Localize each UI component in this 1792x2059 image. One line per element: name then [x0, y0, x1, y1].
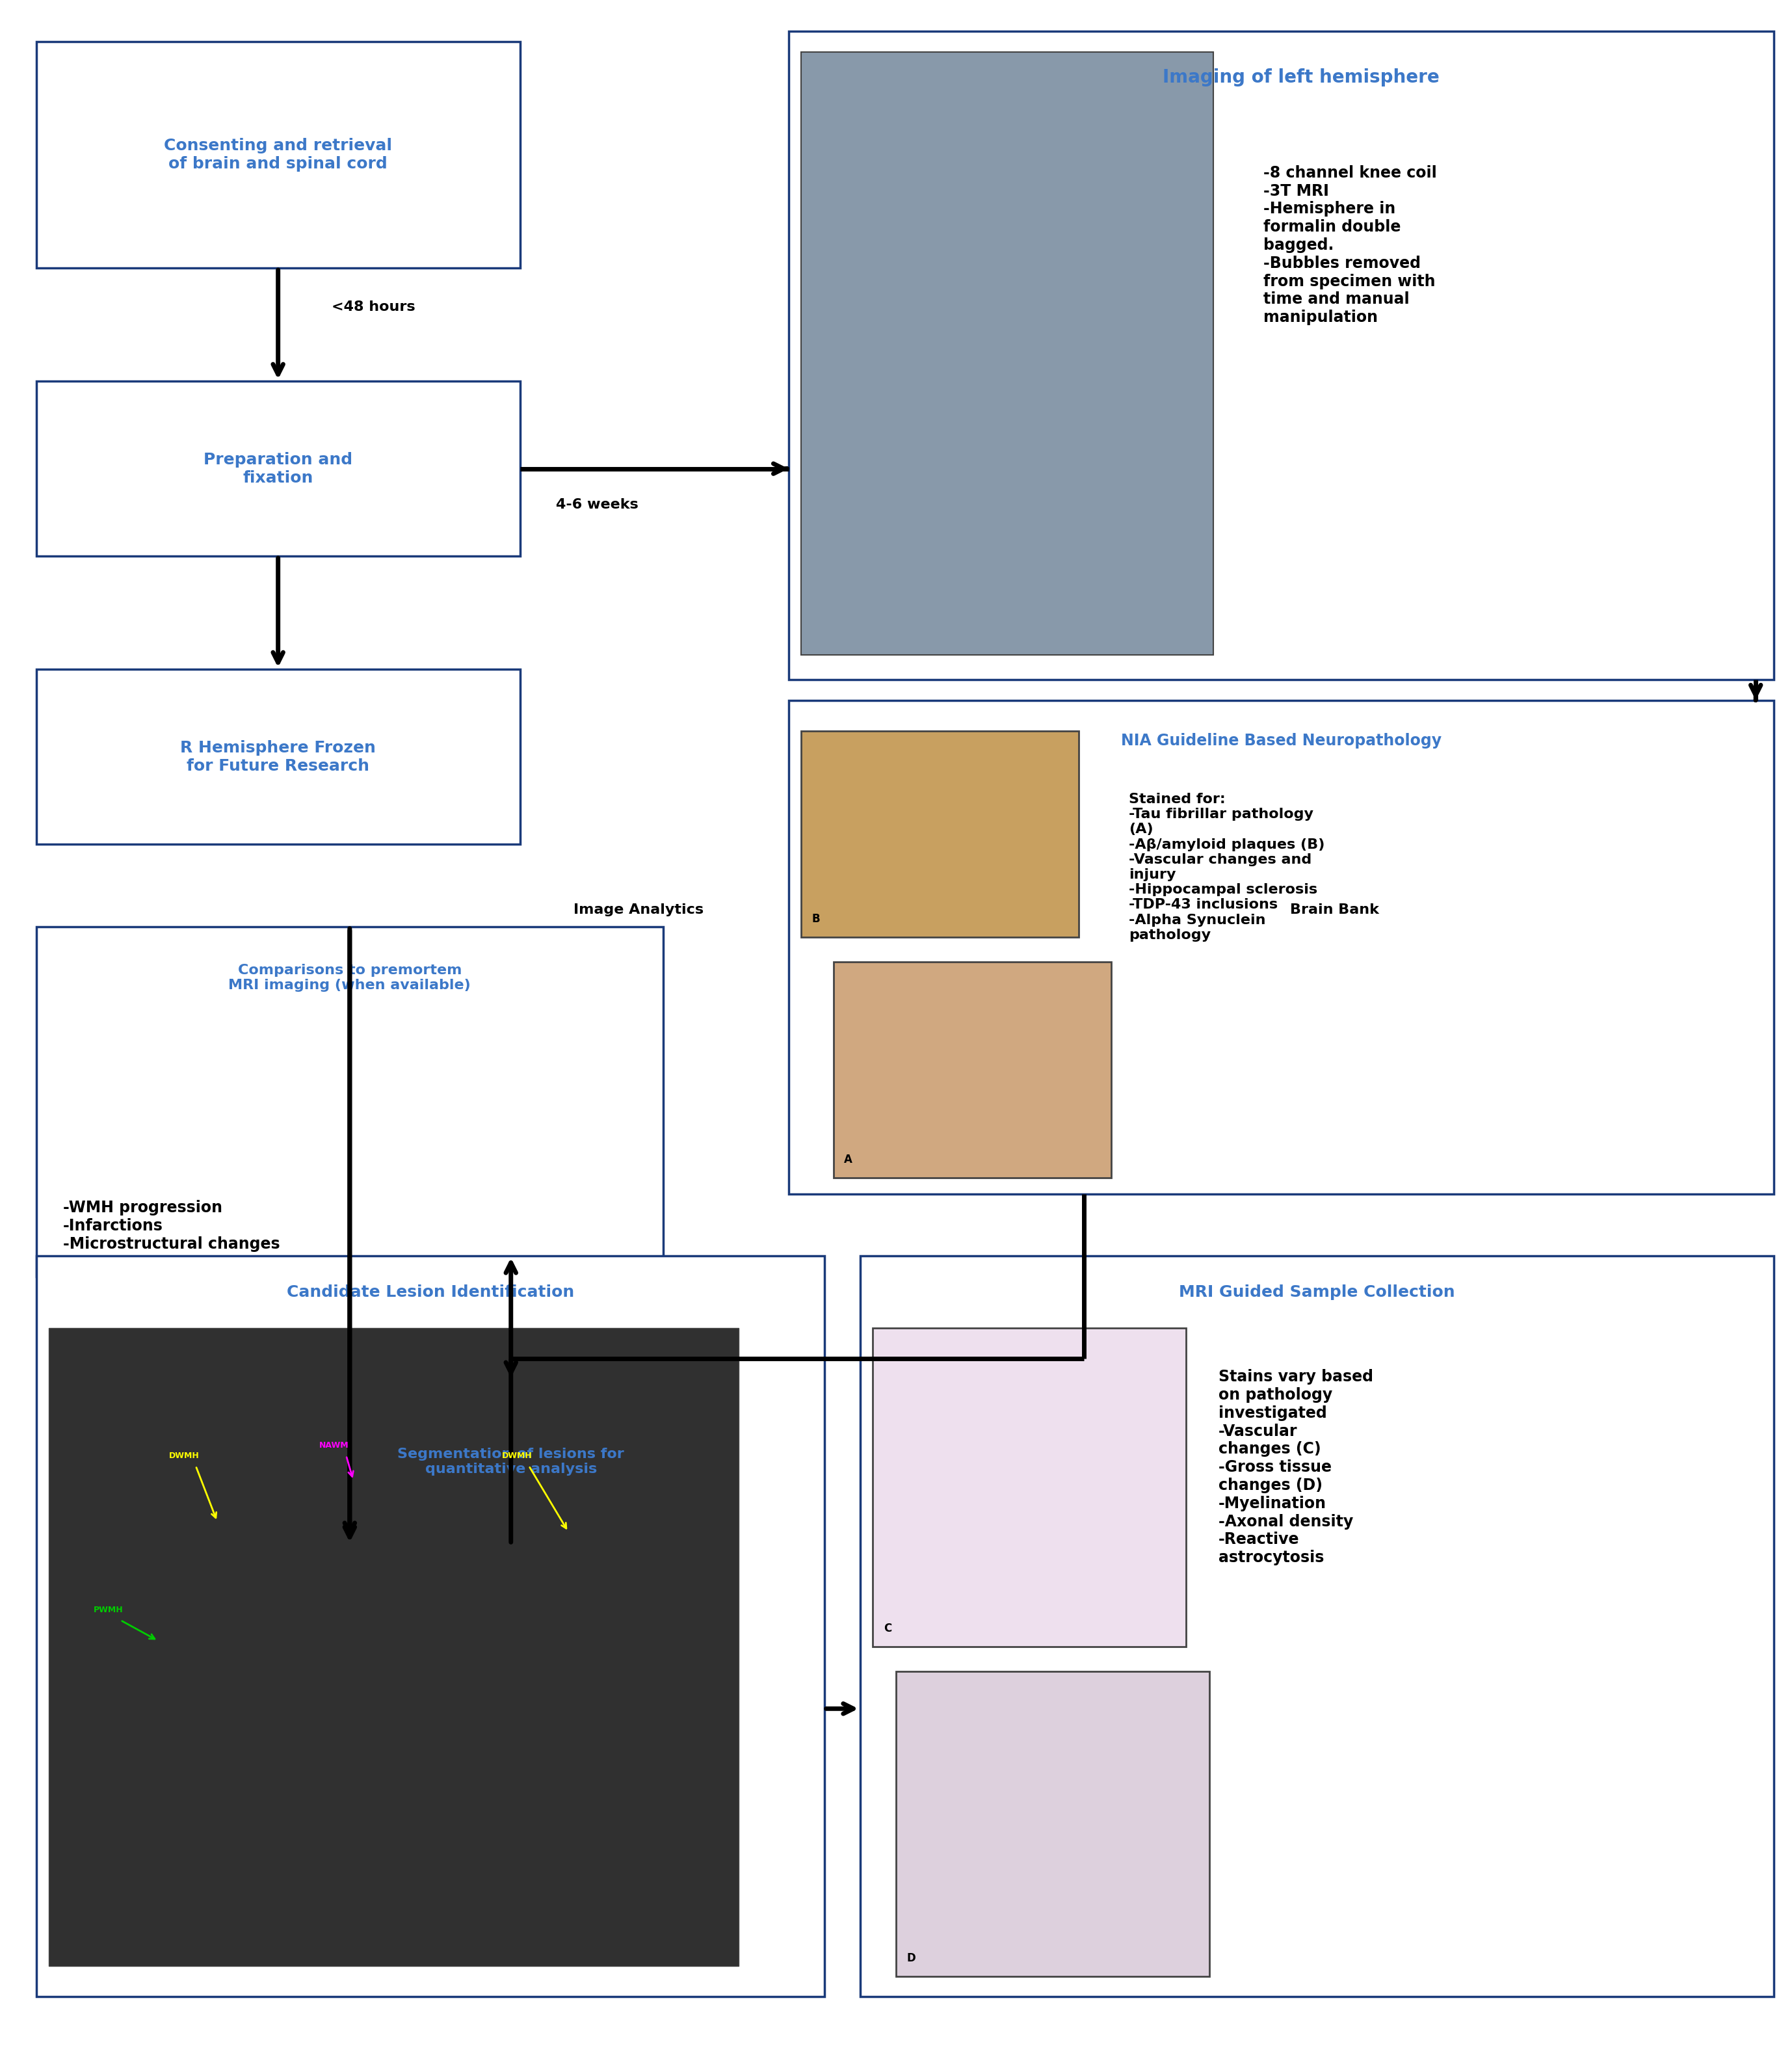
Text: Imaging of left hemisphere: Imaging of left hemisphere [1163, 68, 1439, 86]
Text: R Hemisphere Frozen
for Future Research: R Hemisphere Frozen for Future Research [181, 739, 376, 774]
Text: -8 channel knee coil
-3T MRI
-Hemisphere in
formalin double
bagged.
-Bubbles rem: -8 channel knee coil -3T MRI -Hemisphere… [1263, 165, 1437, 325]
Text: 4-6 weeks: 4-6 weeks [556, 498, 638, 511]
Text: Image Analytics: Image Analytics [573, 904, 704, 916]
Text: Preparation and
fixation: Preparation and fixation [204, 451, 353, 486]
FancyBboxPatch shape [801, 51, 1213, 655]
Text: Segmentation of lesions for
quantitative analysis: Segmentation of lesions for quantitative… [398, 1447, 624, 1476]
FancyBboxPatch shape [801, 731, 1079, 937]
Text: -WMH progression
-Infarctions
-Microstructural changes: -WMH progression -Infarctions -Microstru… [63, 1200, 280, 1252]
Text: Brain Bank: Brain Bank [1290, 904, 1380, 916]
FancyBboxPatch shape [788, 700, 1774, 1194]
FancyBboxPatch shape [873, 1328, 1186, 1647]
Text: DWMH: DWMH [168, 1452, 199, 1460]
Text: Candidate Lesion Identification: Candidate Lesion Identification [287, 1285, 573, 1301]
Text: MRI Guided Sample Collection: MRI Guided Sample Collection [1179, 1285, 1455, 1301]
Text: B: B [812, 912, 821, 924]
FancyBboxPatch shape [896, 1672, 1210, 1977]
FancyBboxPatch shape [36, 927, 663, 1277]
Text: C: C [883, 1622, 891, 1635]
Text: Stains vary based
on pathology
investigated
-Vascular
changes (C)
-Gross tissue
: Stains vary based on pathology investiga… [1219, 1369, 1373, 1565]
Text: Consenting and retrieval
of brain and spinal cord: Consenting and retrieval of brain and sp… [163, 138, 392, 171]
FancyBboxPatch shape [833, 962, 1111, 1178]
FancyBboxPatch shape [788, 31, 1774, 679]
Text: D: D [907, 1952, 916, 1964]
Text: <48 hours: <48 hours [332, 301, 416, 313]
FancyBboxPatch shape [36, 381, 520, 556]
Text: A: A [844, 1153, 853, 1165]
Text: NAWM: NAWM [319, 1441, 349, 1450]
FancyBboxPatch shape [269, 1380, 753, 1544]
FancyBboxPatch shape [48, 1328, 738, 1966]
Text: DWMH: DWMH [502, 1452, 532, 1460]
Text: Stained for:
-Tau fibrillar pathology
(A)
-Aβ/amyloid plaques (B)
-Vascular chan: Stained for: -Tau fibrillar pathology (A… [1129, 793, 1324, 941]
Text: PWMH: PWMH [93, 1606, 124, 1614]
Text: NIA Guideline Based Neuropathology: NIA Guideline Based Neuropathology [1120, 733, 1441, 749]
FancyBboxPatch shape [36, 1256, 824, 1997]
Text: Comparisons to premortem
MRI imaging (when available): Comparisons to premortem MRI imaging (wh… [229, 964, 471, 992]
FancyBboxPatch shape [860, 1256, 1774, 1997]
FancyBboxPatch shape [36, 41, 520, 268]
FancyBboxPatch shape [36, 669, 520, 844]
